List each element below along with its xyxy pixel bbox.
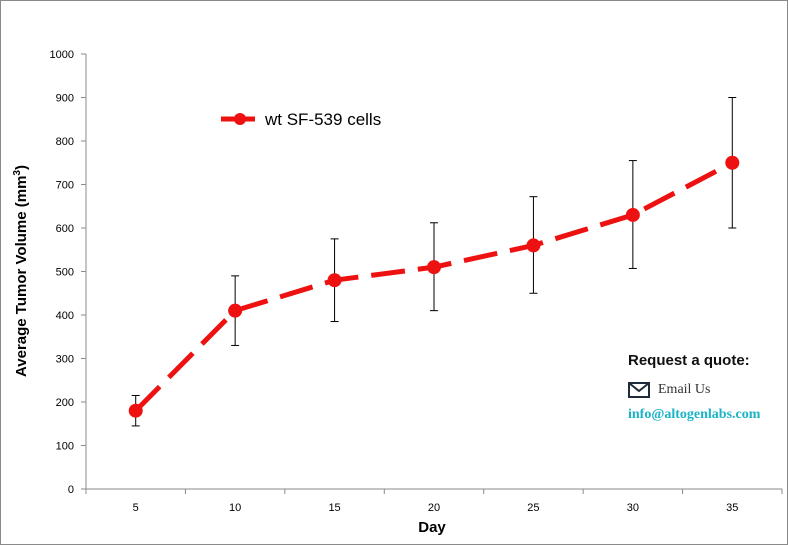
envelope-icon — [628, 382, 650, 398]
y-axis-title-close: ) — [13, 165, 30, 170]
data-point — [725, 155, 740, 170]
y-axis-ticks: 0 100 200 300 400 500 600 700 800 900 1000 — [50, 49, 86, 496]
x-axis-ticks: 5 10 15 20 25 30 35 — [85, 489, 783, 514]
y-tick-label: 100 — [56, 441, 74, 453]
data-point — [228, 303, 243, 318]
legend-label: wt SF-539 cells — [264, 110, 381, 129]
y-axis-title-main: Average Tumor Volume (mm — [13, 176, 30, 377]
data-point — [128, 403, 143, 418]
data-point — [327, 273, 342, 288]
y-tick-label: 300 — [56, 354, 74, 366]
y-tick-label: 500 — [56, 267, 74, 279]
x-axis-title: Day — [418, 519, 446, 536]
email-us-label: Email Us — [658, 382, 711, 397]
legend: wt SF-539 cells — [221, 110, 381, 129]
x-tick-label: 5 — [133, 502, 139, 514]
x-tick-label: 20 — [428, 502, 440, 514]
y-tick-label: 200 — [56, 397, 74, 409]
data-point — [427, 260, 441, 275]
request-quote-panel: Request a quote: Email Us info@altogenla… — [628, 350, 786, 426]
email-address-link[interactable]: info@altogenlabs.com — [628, 407, 761, 422]
y-axis-title: Average Tumor Volume (mm3) — [12, 165, 30, 377]
x-tick-label: 15 — [328, 502, 340, 514]
legend-marker — [234, 113, 246, 125]
y-tick-label: 900 — [56, 93, 74, 105]
y-tick-label: 800 — [56, 136, 74, 148]
x-tick-label: 25 — [527, 502, 539, 514]
data-point — [526, 238, 541, 253]
data-points — [128, 155, 740, 418]
data-point — [625, 207, 640, 222]
x-tick-label: 30 — [627, 502, 639, 514]
y-tick-label: 1000 — [50, 49, 74, 61]
x-tick-label: 10 — [229, 502, 241, 514]
email-us-link[interactable]: Email Us — [628, 378, 786, 402]
y-tick-label: 400 — [56, 310, 74, 322]
request-quote-title: Request a quote: — [628, 352, 750, 369]
y-tick-label: 600 — [56, 223, 74, 235]
y-tick-label: 0 — [68, 484, 74, 496]
x-tick-label: 35 — [726, 502, 738, 514]
y-axis-title-superscript: 3 — [12, 170, 23, 176]
y-tick-label: 700 — [56, 180, 74, 192]
